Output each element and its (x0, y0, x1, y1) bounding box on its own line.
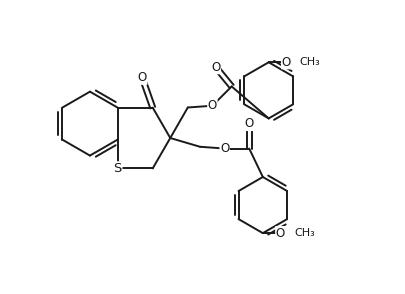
Text: CH₃: CH₃ (299, 57, 320, 67)
Text: CH₃: CH₃ (293, 228, 314, 238)
Text: O: O (220, 142, 229, 155)
Text: S: S (113, 162, 121, 175)
Text: O: O (244, 118, 253, 131)
Text: O: O (275, 227, 284, 240)
Text: O: O (137, 71, 147, 84)
Text: O: O (211, 61, 220, 74)
Text: O: O (207, 99, 216, 112)
Text: O: O (281, 56, 290, 69)
